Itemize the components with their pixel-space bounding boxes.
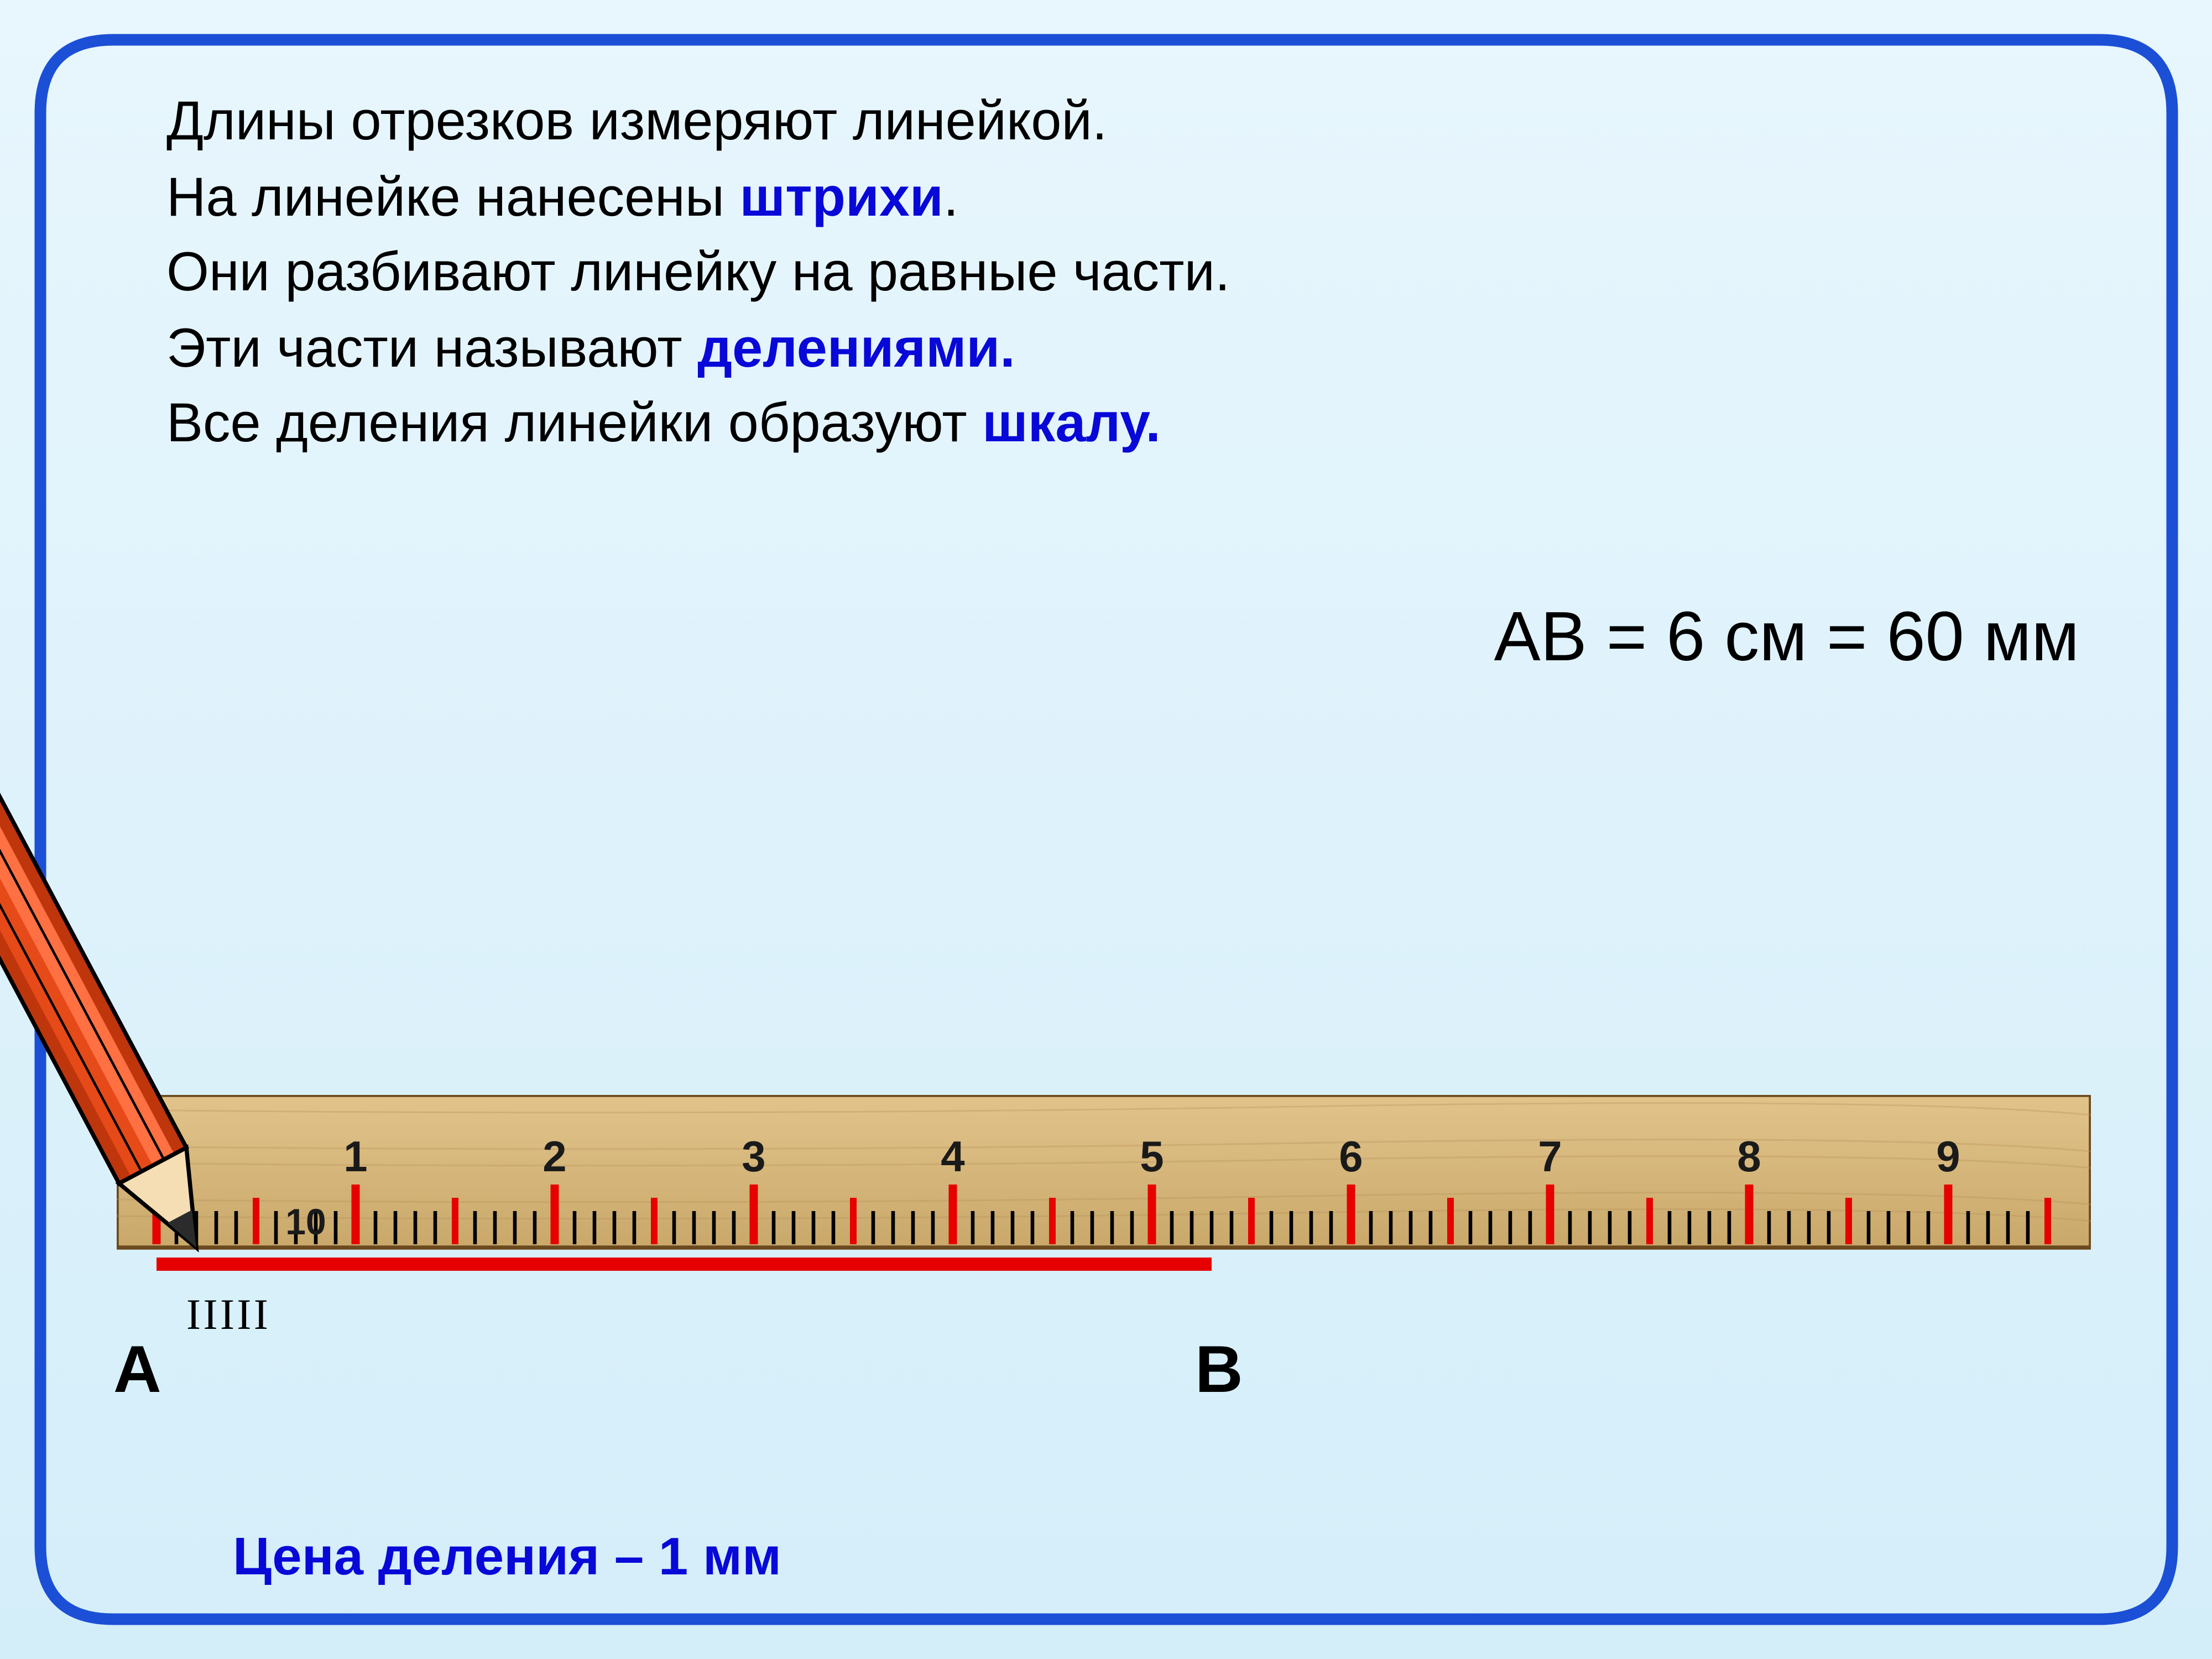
svg-text:10: 10 <box>285 1201 326 1242</box>
highlight-strokes: штрихи <box>739 165 943 227</box>
price-pre: Цена деления – <box>233 1526 659 1586</box>
svg-text:3: 3 <box>742 1132 765 1181</box>
text-line1: Длины отрезков измеряют линейкой. <box>166 90 1107 151</box>
svg-text:8: 8 <box>1737 1132 1761 1181</box>
text-line2-pre: На линейке нанесены <box>166 165 740 227</box>
pencil-icon <box>0 606 239 1275</box>
svg-text:6: 6 <box>1339 1132 1363 1181</box>
text-line5-pre: Все деления линейки образуют <box>166 392 982 453</box>
ruler: 012345678910 <box>117 1095 2091 1264</box>
svg-text:5: 5 <box>1140 1132 1164 1181</box>
point-a-label: А <box>113 1334 161 1408</box>
segment-ab <box>156 1258 1212 1271</box>
explanation-text: Длины отрезков измеряют линейкой. На лин… <box>166 83 1230 461</box>
price-value: 1 мм <box>658 1526 781 1586</box>
svg-text:4: 4 <box>941 1132 964 1181</box>
tiny-marks: IIIII <box>186 1291 270 1340</box>
text-line3: Они разбивают линейку на равные части. <box>166 241 1230 302</box>
svg-text:2: 2 <box>542 1132 566 1181</box>
text-line4-pre: Эти части называют <box>166 316 697 378</box>
point-b-label: В <box>1195 1334 1243 1408</box>
ruler-zone: 012345678910 IIIII А В <box>117 1095 2091 1493</box>
svg-text:7: 7 <box>1538 1132 1562 1181</box>
svg-text:1: 1 <box>343 1132 367 1181</box>
svg-text:9: 9 <box>1936 1132 1960 1181</box>
division-price: Цена деления – 1 мм <box>233 1526 781 1588</box>
highlight-divisions: делениями. <box>697 316 1015 378</box>
highlight-scale: шкалу. <box>982 392 1161 453</box>
measurement-equation: АВ = 6 см = 60 мм <box>1494 597 2079 677</box>
